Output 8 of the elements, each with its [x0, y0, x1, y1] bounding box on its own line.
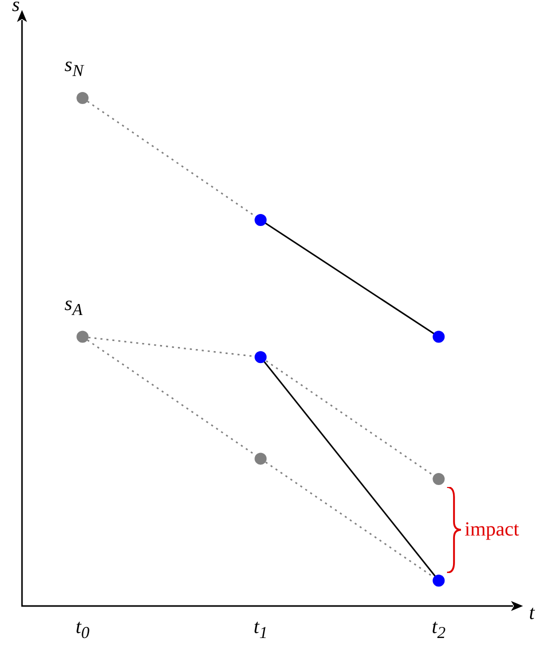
x-axis-title: t	[529, 602, 535, 625]
annotation: s$_{N}$	[64, 54, 84, 82]
annotation: impact	[464, 518, 520, 542]
annotation: s$_{A}$	[64, 292, 83, 320]
y-axis-title: s	[12, 0, 20, 17]
x-tick-label: t$_{1}$	[254, 616, 268, 643]
x-tick-label: t$_{0}$	[76, 616, 90, 643]
x-tick-label: t$_{2}$	[432, 616, 446, 643]
